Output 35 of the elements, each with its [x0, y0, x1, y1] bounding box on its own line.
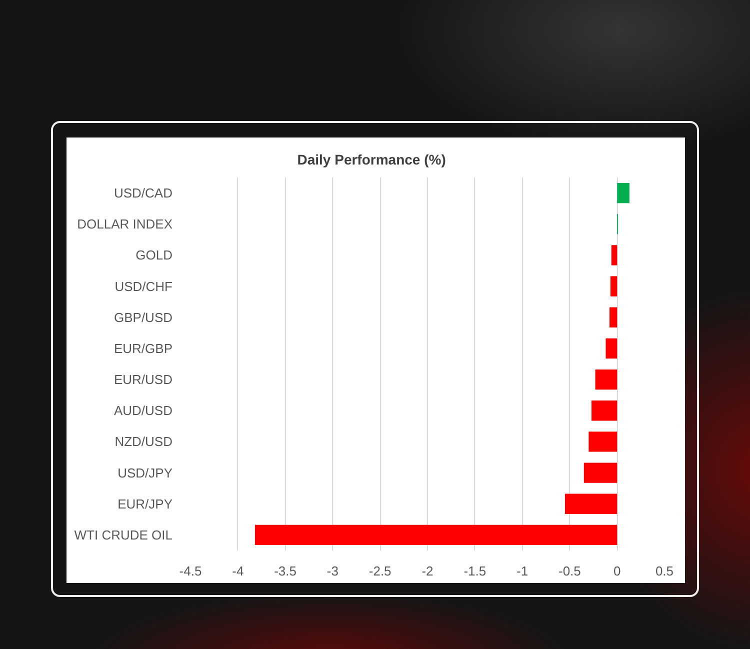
chart-title: Daily Performance (%)	[297, 152, 446, 168]
x-tick-label: -2	[422, 564, 434, 578]
bar	[254, 524, 618, 546]
x-tick-label: -0.5	[558, 564, 581, 578]
x-tick-label: -1.5	[464, 564, 486, 578]
bar	[611, 245, 618, 266]
bar	[595, 369, 618, 390]
bar	[592, 400, 618, 421]
x-tick-label: -2.5	[368, 564, 392, 578]
bar	[606, 338, 618, 359]
bar	[610, 307, 618, 328]
x-tick-label: 0.5	[655, 564, 674, 578]
x-tick-label: -1	[516, 564, 528, 578]
y-tick-label: USD/CHF	[114, 278, 173, 294]
x-tick-label: -3	[326, 564, 338, 578]
x-tick-label: -4	[232, 564, 244, 578]
y-tick-label: DOLLAR INDEX	[77, 216, 173, 232]
bar	[588, 432, 618, 452]
y-tick-label: GBP/USD	[114, 310, 173, 325]
bar	[610, 276, 618, 296]
y-tick-label: GOLD	[136, 248, 172, 263]
y-tick-label: WTI CRUDE OIL	[74, 527, 173, 542]
bar	[617, 182, 630, 204]
y-tick-label: USD/CAD	[114, 186, 173, 201]
bar	[564, 494, 618, 514]
y-tick-label: NZD/USD	[114, 434, 173, 450]
y-tick-label: USD/JPY	[118, 465, 173, 480]
bar	[584, 462, 618, 483]
x-tick-label: 0	[613, 564, 621, 578]
x-tick-label: -3.5	[274, 564, 297, 578]
y-tick-label: EUR/GBP	[114, 340, 173, 356]
x-tick-label: -4.5	[179, 564, 202, 578]
y-tick-label: EUR/JPY	[118, 496, 173, 512]
y-tick-label: EUR/USD	[114, 372, 173, 388]
y-tick-label: AUD/USD	[114, 403, 173, 418]
